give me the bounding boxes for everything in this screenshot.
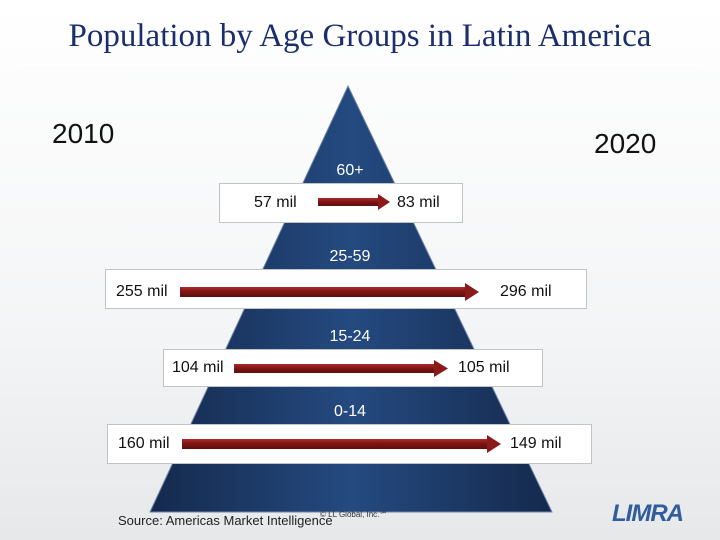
- value-2010-0-14: 160 mil: [118, 435, 170, 452]
- arrow-0-14: [182, 435, 501, 453]
- slide-title: Population by Age Groups in Latin Americ…: [68, 18, 652, 54]
- value-2020-0-14: 149 mil: [510, 435, 562, 452]
- arrow-25-59: [180, 283, 479, 301]
- value-2020-15-24: 105 mil: [458, 359, 510, 376]
- arrow-60-plus: [318, 194, 390, 210]
- age-group-25-59: 25-59: [329, 248, 371, 265]
- value-2010-25-59: 255 mil: [116, 283, 168, 300]
- limra-logo: LIMRA: [612, 500, 684, 527]
- year-2010-label: 2010: [52, 118, 115, 149]
- year-2020-label: 2020: [594, 128, 657, 159]
- title-divider: [18, 64, 702, 66]
- value-2020-25-59: 296 mil: [500, 283, 552, 300]
- value-2010-15-24: 104 mil: [172, 359, 224, 376]
- age-group-15-24: 15-24: [329, 328, 371, 345]
- source-note: Source: Americas Market Intelligence: [118, 513, 333, 528]
- age-group-60-plus: 60+: [336, 162, 364, 179]
- value-2010-60-plus: 57 mil: [254, 194, 297, 211]
- age-group-0-14: 0-14: [333, 403, 367, 420]
- value-2020-60-plus: 83 mil: [397, 194, 440, 211]
- copyright-note: © LL Global, Inc.℠: [320, 510, 388, 519]
- arrow-15-24: [234, 360, 448, 377]
